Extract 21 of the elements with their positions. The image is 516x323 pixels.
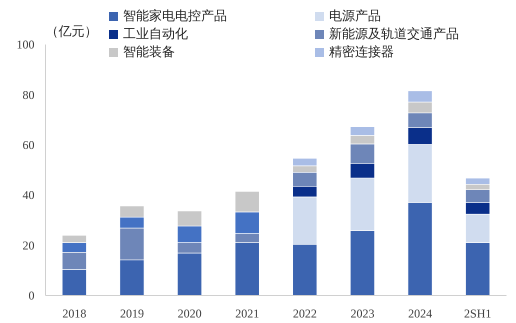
- y-tick-label: 60: [22, 138, 34, 152]
- legend-label: 智能装备: [123, 43, 176, 61]
- x-tick-label: 2021: [235, 306, 260, 320]
- legend-label: 智能家电电控产品: [123, 7, 228, 25]
- legend-label: 精密连接器: [329, 43, 395, 61]
- x-tick-label: 2018: [62, 306, 86, 320]
- y-tick-label: 40: [22, 188, 34, 202]
- x-tick-label: 2020: [178, 306, 202, 320]
- x-tick-label: 2022: [292, 306, 317, 320]
- x-tick-label: 2019: [120, 306, 144, 320]
- x-tick-label: 2024: [408, 306, 432, 320]
- y-axis-title: （亿元）: [46, 24, 98, 39]
- y-tick-label: 80: [22, 88, 34, 102]
- x-tick-label: 2023: [350, 306, 374, 320]
- y-tick-label: 100: [16, 38, 34, 52]
- legend-label: 新能源及轨道交通产品: [329, 25, 460, 43]
- legend-label: 工业自动化: [123, 25, 189, 43]
- legend-label: 电源产品: [329, 7, 382, 25]
- x-tick-label: 2SH1: [464, 306, 492, 320]
- y-tick-label: 0: [28, 288, 34, 302]
- y-tick-label: 20: [22, 238, 34, 252]
